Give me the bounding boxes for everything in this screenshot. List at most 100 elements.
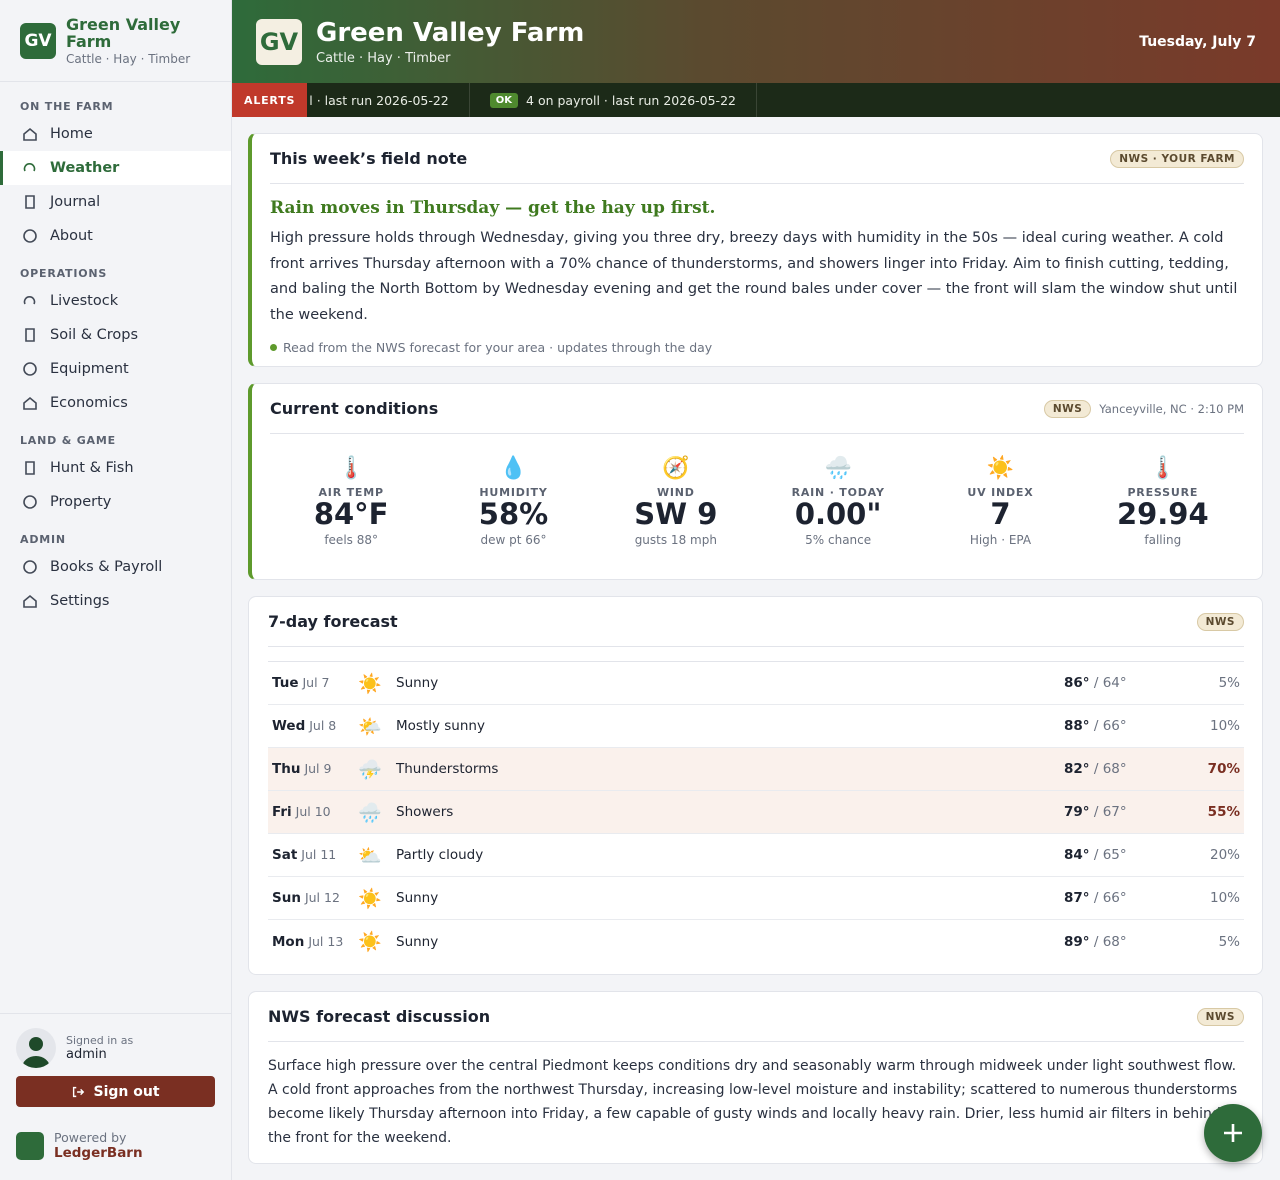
condition: 🌡️ PRESSURE 29.94 falling	[1082, 456, 1244, 547]
nav-icon	[23, 560, 37, 574]
condition-icon: 🌡️	[337, 456, 365, 481]
plus-icon	[1224, 1124, 1242, 1142]
condition: 💧 HUMIDITY 58% dew pt 66°	[432, 456, 594, 547]
footnote-text: Read from the NWS forecast for your area…	[283, 340, 713, 355]
condition: ☀️ UV INDEX 7 High · EPA	[919, 456, 1081, 547]
nav-icon	[25, 328, 35, 342]
header-logo: GV	[256, 18, 302, 65]
user-label: Signed in as	[66, 1034, 134, 1047]
nav-label: About	[50, 228, 93, 244]
day-date: Jul 7	[302, 675, 330, 690]
source-badge: NWS	[1043, 399, 1092, 418]
condition-text: Partly cloudy	[396, 847, 484, 863]
condition-label: AIR TEMP	[318, 486, 384, 499]
card-title: NWS forecast discussion	[268, 1007, 491, 1026]
nav-item[interactable]: Hunt & Fish	[0, 451, 231, 485]
ticker-item: l · last run 2026-05-22	[307, 83, 470, 117]
nav-item[interactable]: Journal	[0, 185, 231, 219]
high-temp: 84°	[1064, 847, 1090, 863]
card-header: This week’s field note NWS · YOUR FARM	[270, 134, 1244, 184]
precip-chance: 55%	[1207, 804, 1240, 820]
header-date: Tuesday, July 7	[1139, 33, 1256, 50]
sign-out-button[interactable]: Sign out	[16, 1076, 215, 1107]
condition-label: WIND	[656, 486, 695, 499]
user-text: Signed in as admin	[66, 1034, 133, 1062]
card-title: 7-day forecast	[268, 612, 398, 631]
precip-chance: 10%	[1209, 718, 1240, 734]
user-row: Signed in as admin	[16, 1028, 215, 1068]
condition-sub: gusts 18 mph	[634, 533, 717, 547]
field-note-card: This week’s field note NWS · YOUR FARM Rai…	[248, 133, 1263, 367]
nav-item[interactable]: Equipment	[0, 352, 231, 386]
nav-label: Settings	[50, 593, 110, 609]
precip-chance: 20%	[1209, 847, 1240, 863]
day: Wed Jul 8	[272, 718, 358, 734]
nav-label: Equipment	[50, 361, 129, 377]
condition-icon: 🧭	[662, 456, 690, 481]
day-name: Tue	[272, 675, 299, 691]
condition-label: UV INDEX	[967, 486, 1034, 499]
condition-text: Showers	[396, 804, 454, 820]
day-name: Sun	[272, 890, 301, 906]
nav-item[interactable]: Books & Payroll	[0, 550, 231, 584]
nav-icon	[23, 127, 37, 141]
nav-item[interactable]: Home	[0, 117, 231, 151]
precip-chance: 10%	[1209, 890, 1240, 906]
condition-value: 84°F	[313, 497, 389, 531]
ticker-item: OK 4 on payroll · last run 2026-05-22	[470, 83, 757, 117]
condition-icon: 💧	[499, 456, 528, 481]
temps: 84° 65°	[1064, 847, 1184, 863]
high-temp: 79°	[1064, 804, 1090, 820]
high-temp: 88°	[1064, 718, 1090, 734]
day-date: Jul 8	[309, 718, 337, 733]
brand-name: Green Valley Farm	[66, 14, 181, 51]
low-temp: 66°	[1094, 890, 1127, 906]
nav-icon	[23, 396, 37, 410]
weather-icon: ☀️	[358, 887, 382, 910]
nav-label: Home	[50, 126, 93, 142]
weather-icon: ⛅	[358, 844, 382, 867]
precip-chance: 5%	[1218, 675, 1240, 691]
header-text: Green Valley Farm Cattle · Hay · Timber	[316, 18, 584, 66]
day-name: Mon	[272, 933, 305, 950]
nav-item[interactable]: Weather	[0, 151, 231, 185]
avatar	[16, 1028, 56, 1068]
add-button[interactable]	[1204, 1104, 1262, 1162]
condition: 🧭 WIND SW 9 gusts 18 mph	[595, 456, 757, 547]
status-dot	[270, 344, 277, 351]
nav-item[interactable]: Livestock	[0, 284, 231, 318]
nav-item[interactable]: About	[0, 219, 231, 253]
low-temp: 66°	[1094, 718, 1127, 734]
weather-icon: 🌤️	[358, 715, 382, 738]
nav-item[interactable]: Soil & Crops	[0, 318, 231, 352]
condition-label: HUMIDITY	[479, 486, 548, 499]
weather-icon: ☀️	[358, 672, 382, 695]
brand: GV Green Valley Farm Cattle · Hay · Timber	[0, 0, 231, 82]
sign-out-icon	[73, 1086, 85, 1097]
condition-sub: 5% chance	[805, 533, 872, 547]
day: Sat Jul 11	[272, 847, 358, 863]
temps: 87° 66°	[1064, 890, 1184, 906]
nav-item[interactable]: Settings	[0, 584, 231, 618]
sidebar: GV Green Valley Farm Cattle · Hay · Timber…	[0, 0, 232, 1180]
day-date: Jul 9	[304, 761, 332, 776]
nav-label: Books & Payroll	[50, 559, 163, 575]
day-name: Sat	[272, 847, 298, 863]
condition-sub: dew pt 66°	[480, 533, 547, 547]
body-text: High pressure holds through Wednesday, g…	[270, 230, 1238, 323]
low-temp: 64°	[1094, 675, 1127, 691]
nav-section-title: ON THE FARM	[20, 100, 114, 113]
nav-item[interactable]: Economics	[0, 386, 231, 420]
nav-icon	[23, 163, 36, 172]
temps: 79° 67°	[1064, 804, 1184, 820]
condition-text: Sunny	[396, 933, 439, 950]
nav-item[interactable]: Property	[0, 485, 231, 519]
day: Tue Jul 7	[272, 675, 358, 691]
nav-label: Property	[50, 494, 112, 510]
